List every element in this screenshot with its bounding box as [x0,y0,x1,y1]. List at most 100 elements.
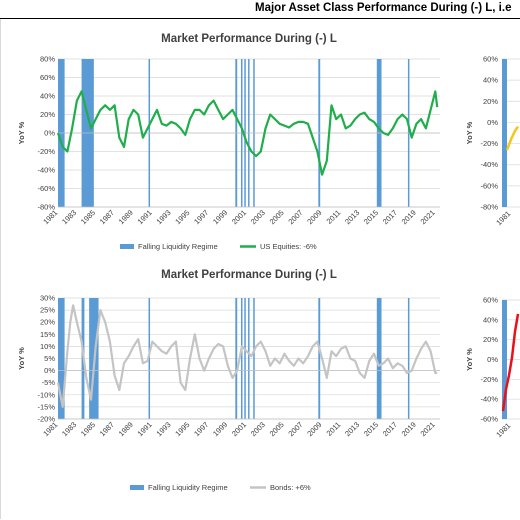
x-tick-label: 1981 [494,421,512,439]
y-tick-label: 40% [40,92,55,101]
series-line [56,304,438,408]
x-tick-label: 1983 [60,208,78,226]
y-axis-label: YoY % [465,121,474,144]
x-tick-label: 2009 [305,208,323,226]
x-tick-label: 1999 [211,420,229,438]
y-tick-label: -60% [37,184,55,193]
y-tick-label: -80% [480,203,498,212]
x-tick-label: 1985 [79,420,97,438]
y-tick-label: 0% [487,118,498,127]
y-tick-label: -40% [480,160,498,169]
x-tick-label: 1981 [494,209,512,227]
x-tick-label: 1987 [98,420,116,438]
bonds-chart: Market Performance During (-) L 30% 25% 20%… [17,269,440,492]
page-header: Major Asset Class Performance During (-)… [0,0,520,19]
x-tick-label: 2003 [249,208,267,226]
y-tick-label: -60% [480,181,498,190]
chart-title: Market Performance During (-) L [161,269,337,281]
series-line [56,90,439,176]
y-tick-label: 60% [40,73,55,82]
y-tick-label: 5% [44,354,55,363]
y-tick-label: 20% [40,110,55,119]
x-tick-label: 2005 [268,420,286,438]
regime-bar [502,300,507,419]
y-tick-label: 30% [40,294,55,303]
y-tick-label: -20% [37,415,55,424]
regime-bar [318,298,321,419]
regime-bar [244,298,246,419]
y-tick-label: 40% [483,76,498,85]
y-tick-label: 0% [44,129,55,138]
y-tick-label: -20% [37,147,55,156]
regime-bar [248,298,250,419]
x-tick-label: 2001 [230,420,248,438]
legend-regime-label: Falling Liquidity Regime [148,483,228,492]
x-tick-label: 2021 [419,208,437,226]
legend-series-label: US Equities: -6% [260,242,317,251]
x-tick-label: 1983 [60,420,78,438]
side-chart-top: 60% 40% 20% 0% -20% -40% -60% -80% YoY % 1981 [465,55,520,227]
x-tick-label: 1995 [173,208,191,226]
y-tick-label: 80% [40,55,55,64]
x-tick-label: 2011 [325,208,343,226]
x-tick-label: 1991 [136,420,154,438]
x-tick-label: 2015 [362,208,380,226]
y-tick-label: -20% [480,375,498,384]
regime-bar [240,298,243,419]
y-tick-label: 20% [40,318,55,327]
y-axis-label: YoY % [465,348,474,371]
y-tick-label: 40% [483,315,498,324]
y-axis-label: YoY % [17,347,26,370]
x-tick-label: 2013 [343,420,361,438]
y-tick-label: 20% [483,335,498,344]
y-tick-label: 20% [483,97,498,106]
y-tick-label: -10% [37,390,55,399]
y-tick-label: 0% [44,366,55,375]
legend-regime-swatch [120,244,134,249]
x-tick-label: 1987 [98,208,116,226]
series-line [505,125,520,151]
x-tick-label: 2005 [268,208,286,226]
y-tick-label: 10% [40,342,55,351]
regime-bar [58,298,65,419]
regime-bar [253,298,255,419]
x-tick-label: 2007 [286,420,304,438]
series-line [501,313,520,412]
y-tick-label: -20% [480,139,498,148]
x-tick-label: 1997 [192,208,210,226]
regime-bar [407,298,410,419]
x-tick-label: 2013 [343,208,361,226]
y-axis-label: YoY % [17,121,26,144]
regime-bar [235,298,238,419]
legend-series-label: Bonds: +6% [270,483,311,492]
x-tick-label: 1995 [173,420,191,438]
regime-bar [502,59,507,207]
x-tick-label: 1991 [136,208,154,226]
x-tick-label: 2019 [400,420,418,438]
x-tick-label: 2011 [325,420,343,438]
y-tick-label: -15% [37,402,55,411]
x-tick-label: 2017 [381,420,399,438]
y-tick-label: 60% [483,55,498,64]
y-tick-label: 0% [487,355,498,364]
x-tick-label: 2015 [362,420,380,438]
chart-title: Market Performance During (-) L [161,33,337,45]
y-tick-label: -40% [37,166,55,175]
x-tick-label: 2009 [305,420,323,438]
y-tick-label: 15% [40,330,55,339]
side-chart-bottom: 60% 40% 20% 0% -20% -40% -60% YoY % 1981 [465,296,520,439]
x-tick-label: 1985 [79,208,97,226]
x-tick-label: 2019 [400,208,418,226]
x-tick-label: 2001 [230,208,248,226]
x-tick-label: 1993 [154,420,172,438]
x-tick-label: 2007 [286,208,304,226]
y-tick-label: -60% [480,415,498,424]
x-tick-label: 2021 [419,420,437,438]
page-frame [0,19,519,519]
legend-regime-swatch [130,485,144,490]
x-tick-label: 1993 [154,208,172,226]
y-tick-label: -40% [480,395,498,404]
regime-bar [376,298,382,419]
x-tick-label: 1999 [211,208,229,226]
page-title: Major Asset Class Performance During (-)… [255,2,512,14]
